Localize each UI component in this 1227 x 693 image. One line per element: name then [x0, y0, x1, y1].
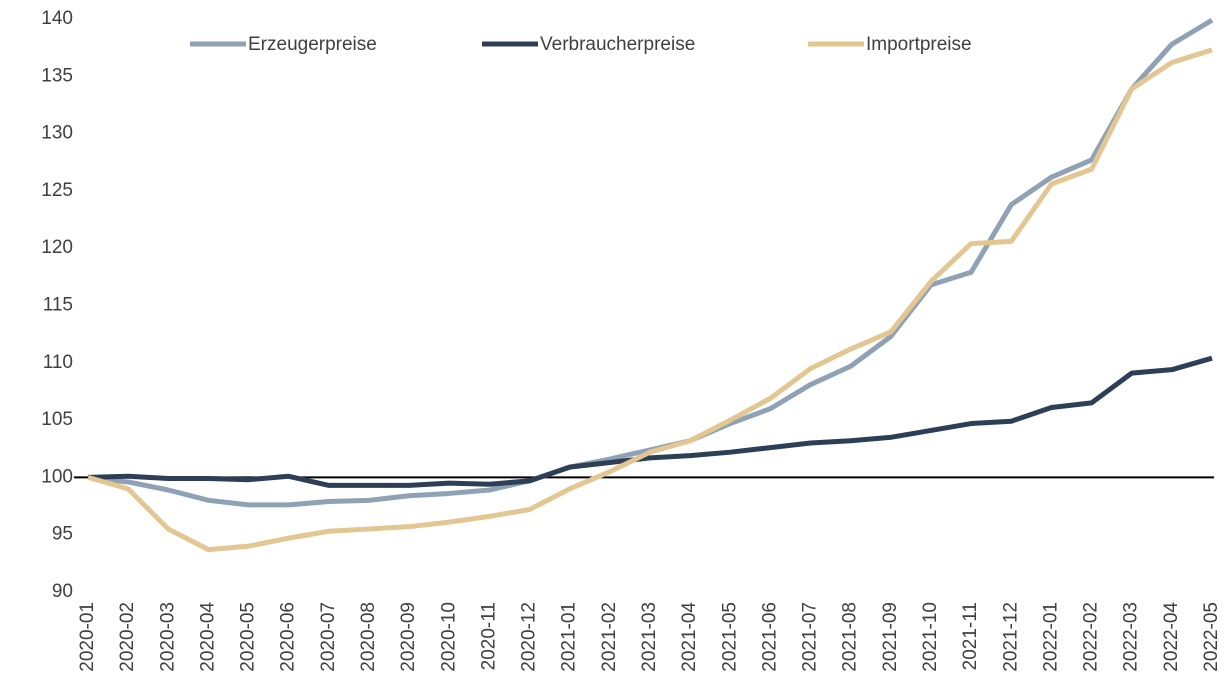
x-tick-label: 2020-05 [238, 602, 259, 672]
x-tick-label: 2020-08 [358, 602, 379, 672]
x-tick-label: 2021-09 [880, 602, 901, 672]
y-tick-label: 135 [41, 65, 73, 86]
y-tick-label: 110 [43, 352, 73, 373]
x-tick-label: 2020-02 [117, 602, 138, 672]
x-tick-label: 2022-04 [1161, 602, 1182, 672]
x-tick-label: 2021-04 [679, 602, 700, 672]
x-tick-label: 2021-06 [759, 602, 780, 672]
x-tick-label: 2020-06 [278, 602, 299, 672]
series-line [87, 18, 1214, 508]
y-tick-label: 140 [41, 8, 73, 29]
y-tick-label: 90 [52, 581, 73, 602]
x-tick-label: 2022-05 [1201, 602, 1222, 672]
x-tick-label: 2021-02 [599, 602, 620, 672]
series-line [87, 355, 1213, 488]
x-tick-label: 2020-04 [197, 602, 218, 672]
x-tick-label: 2020-07 [318, 602, 339, 672]
x-tick-label: 2022-01 [1040, 602, 1061, 672]
y-tick-label: 120 [41, 237, 73, 258]
x-tick-label: 2021-08 [840, 602, 861, 672]
x-tick-label: 2022-02 [1081, 602, 1102, 672]
y-tick-label: 115 [43, 295, 73, 316]
legend-label: Importpreise [866, 34, 972, 55]
legend-label: Erzeugerpreise [248, 34, 377, 55]
y-tick-label: 105 [41, 409, 73, 430]
x-tick-label: 2021-12 [1000, 602, 1021, 672]
y-tick-label: 95 [52, 524, 73, 545]
x-tick-label: 2021-10 [920, 602, 941, 672]
x-tick-label: 2020-11 [478, 602, 499, 670]
x-tick-label: 2020-01 [77, 602, 98, 672]
x-tick-label: 2020-10 [438, 602, 459, 672]
y-tick-label: 130 [41, 123, 73, 144]
x-tick-label: 2021-05 [719, 602, 740, 672]
x-tick-label: 2020-03 [157, 602, 178, 672]
x-tick-label: 2021-03 [639, 602, 660, 672]
x-tick-label: 2021-07 [800, 602, 821, 672]
y-tick-label: 100 [41, 466, 73, 487]
x-tick-label: 2022-03 [1121, 602, 1142, 672]
series-line [87, 47, 1213, 553]
y-tick-label: 125 [41, 180, 73, 201]
x-tick-label: 2021-11 [960, 602, 981, 670]
x-tick-label: 2020-09 [398, 602, 419, 672]
x-tick-label: 2021-01 [559, 602, 580, 672]
x-tick-label: 2020-12 [519, 602, 540, 672]
legend-label: Verbraucherpreise [540, 34, 695, 55]
